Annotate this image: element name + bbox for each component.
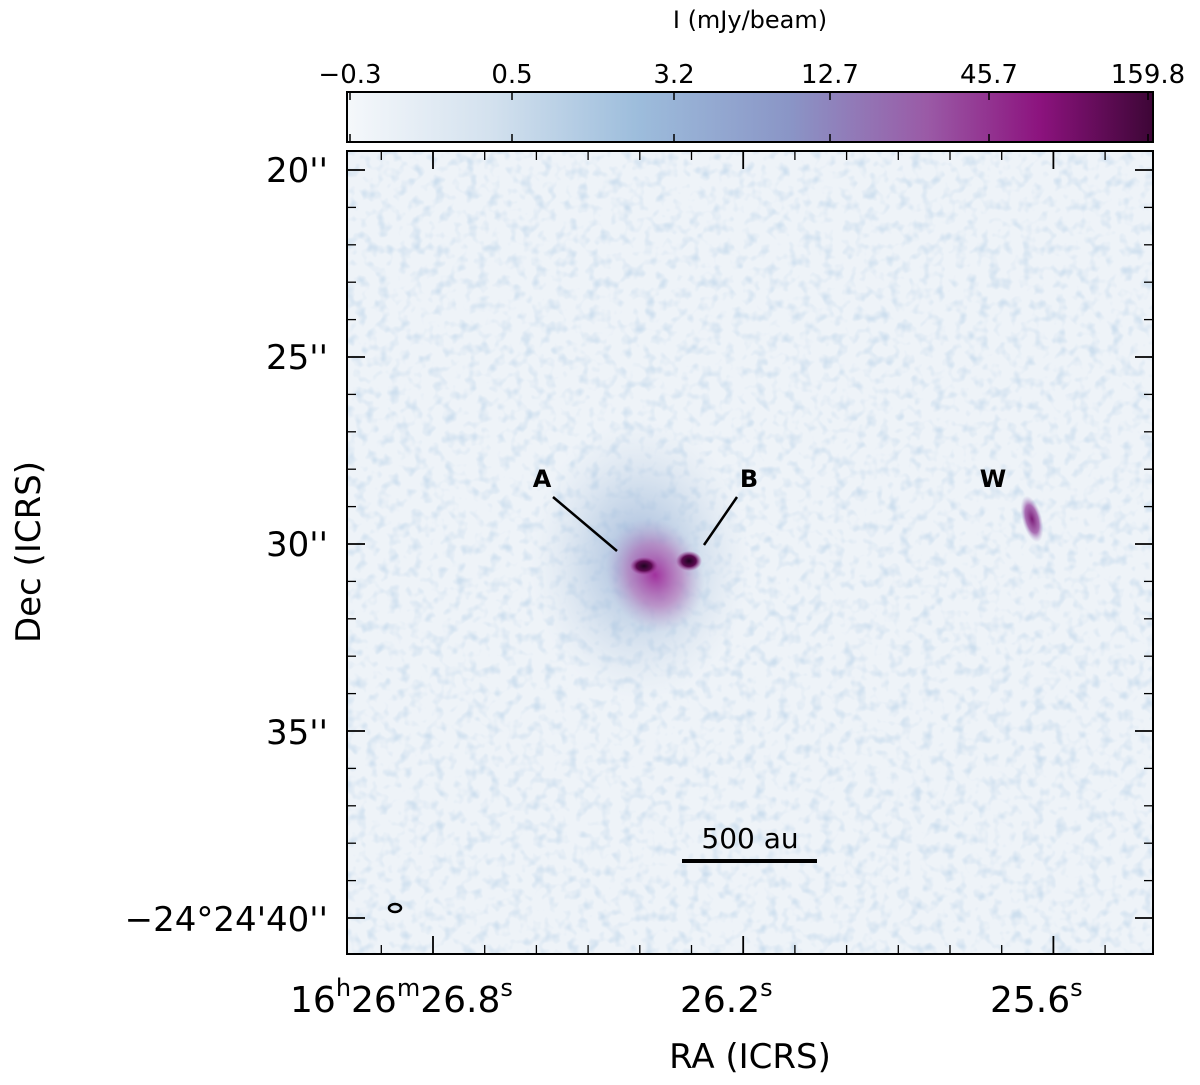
colorbar-gradient bbox=[346, 91, 1154, 143]
circumbinary-emission bbox=[605, 518, 705, 632]
source-w-label: W bbox=[980, 465, 1006, 493]
minor-ticks bbox=[347, 151, 1153, 954]
scale-bar-label: 500 au bbox=[701, 822, 798, 855]
dec-axis: 20'' 25'' 30'' 35'' −24°24'40'' Dec (ICR… bbox=[9, 151, 328, 940]
colorbar-tick-label: 159.8 bbox=[1111, 60, 1185, 90]
colorbar-tick-label: −0.3 bbox=[318, 60, 381, 90]
source-a-core bbox=[630, 557, 658, 575]
annotations: A B W 500 au bbox=[387, 465, 1006, 914]
ra-tick-label-1: 16h26m26.8s bbox=[290, 974, 513, 1021]
beam-ellipse bbox=[387, 902, 403, 914]
source-b-core bbox=[676, 551, 702, 571]
ra-axis: 16h26m26.8s 26.2s 25.6s RA (ICRS) bbox=[290, 974, 1083, 1077]
dec-tick-label: 35'' bbox=[266, 713, 328, 753]
source-w bbox=[1020, 495, 1044, 543]
source-b-pointer bbox=[702, 496, 739, 546]
ra-tick-label-3: 25.6s bbox=[990, 974, 1083, 1021]
ra-axis-title: RA (ICRS) bbox=[669, 1037, 831, 1077]
dec-axis-title: Dec (ICRS) bbox=[9, 461, 49, 643]
major-ticks bbox=[347, 151, 1153, 954]
map-noise bbox=[347, 151, 1153, 954]
colorbar: I (mJy/beam) −0.3 0.5 3.2 12.7 45.7 159.… bbox=[318, 6, 1185, 143]
plot-frame bbox=[346, 150, 1154, 955]
source-a-label: A bbox=[533, 465, 552, 493]
colorbar-tick-label: 0.5 bbox=[491, 60, 532, 90]
dec-tick-label: 30'' bbox=[266, 525, 328, 565]
dec-tick-label: 25'' bbox=[266, 338, 328, 378]
colorbar-title: I (mJy/beam) bbox=[673, 6, 827, 34]
intensity-map bbox=[347, 151, 1153, 954]
source-a-pointer bbox=[552, 496, 618, 552]
colorbar-tick-label: 45.7 bbox=[960, 60, 1018, 90]
dec-tick-label: −24°24'40'' bbox=[125, 900, 328, 940]
ra-tick-label-2: 26.2s bbox=[680, 974, 773, 1021]
colorbar-tick-label: 3.2 bbox=[653, 60, 694, 90]
source-b-label: B bbox=[740, 465, 758, 493]
colorbar-tick-label: 12.7 bbox=[801, 60, 859, 90]
dec-tick-label: 20'' bbox=[266, 151, 328, 191]
